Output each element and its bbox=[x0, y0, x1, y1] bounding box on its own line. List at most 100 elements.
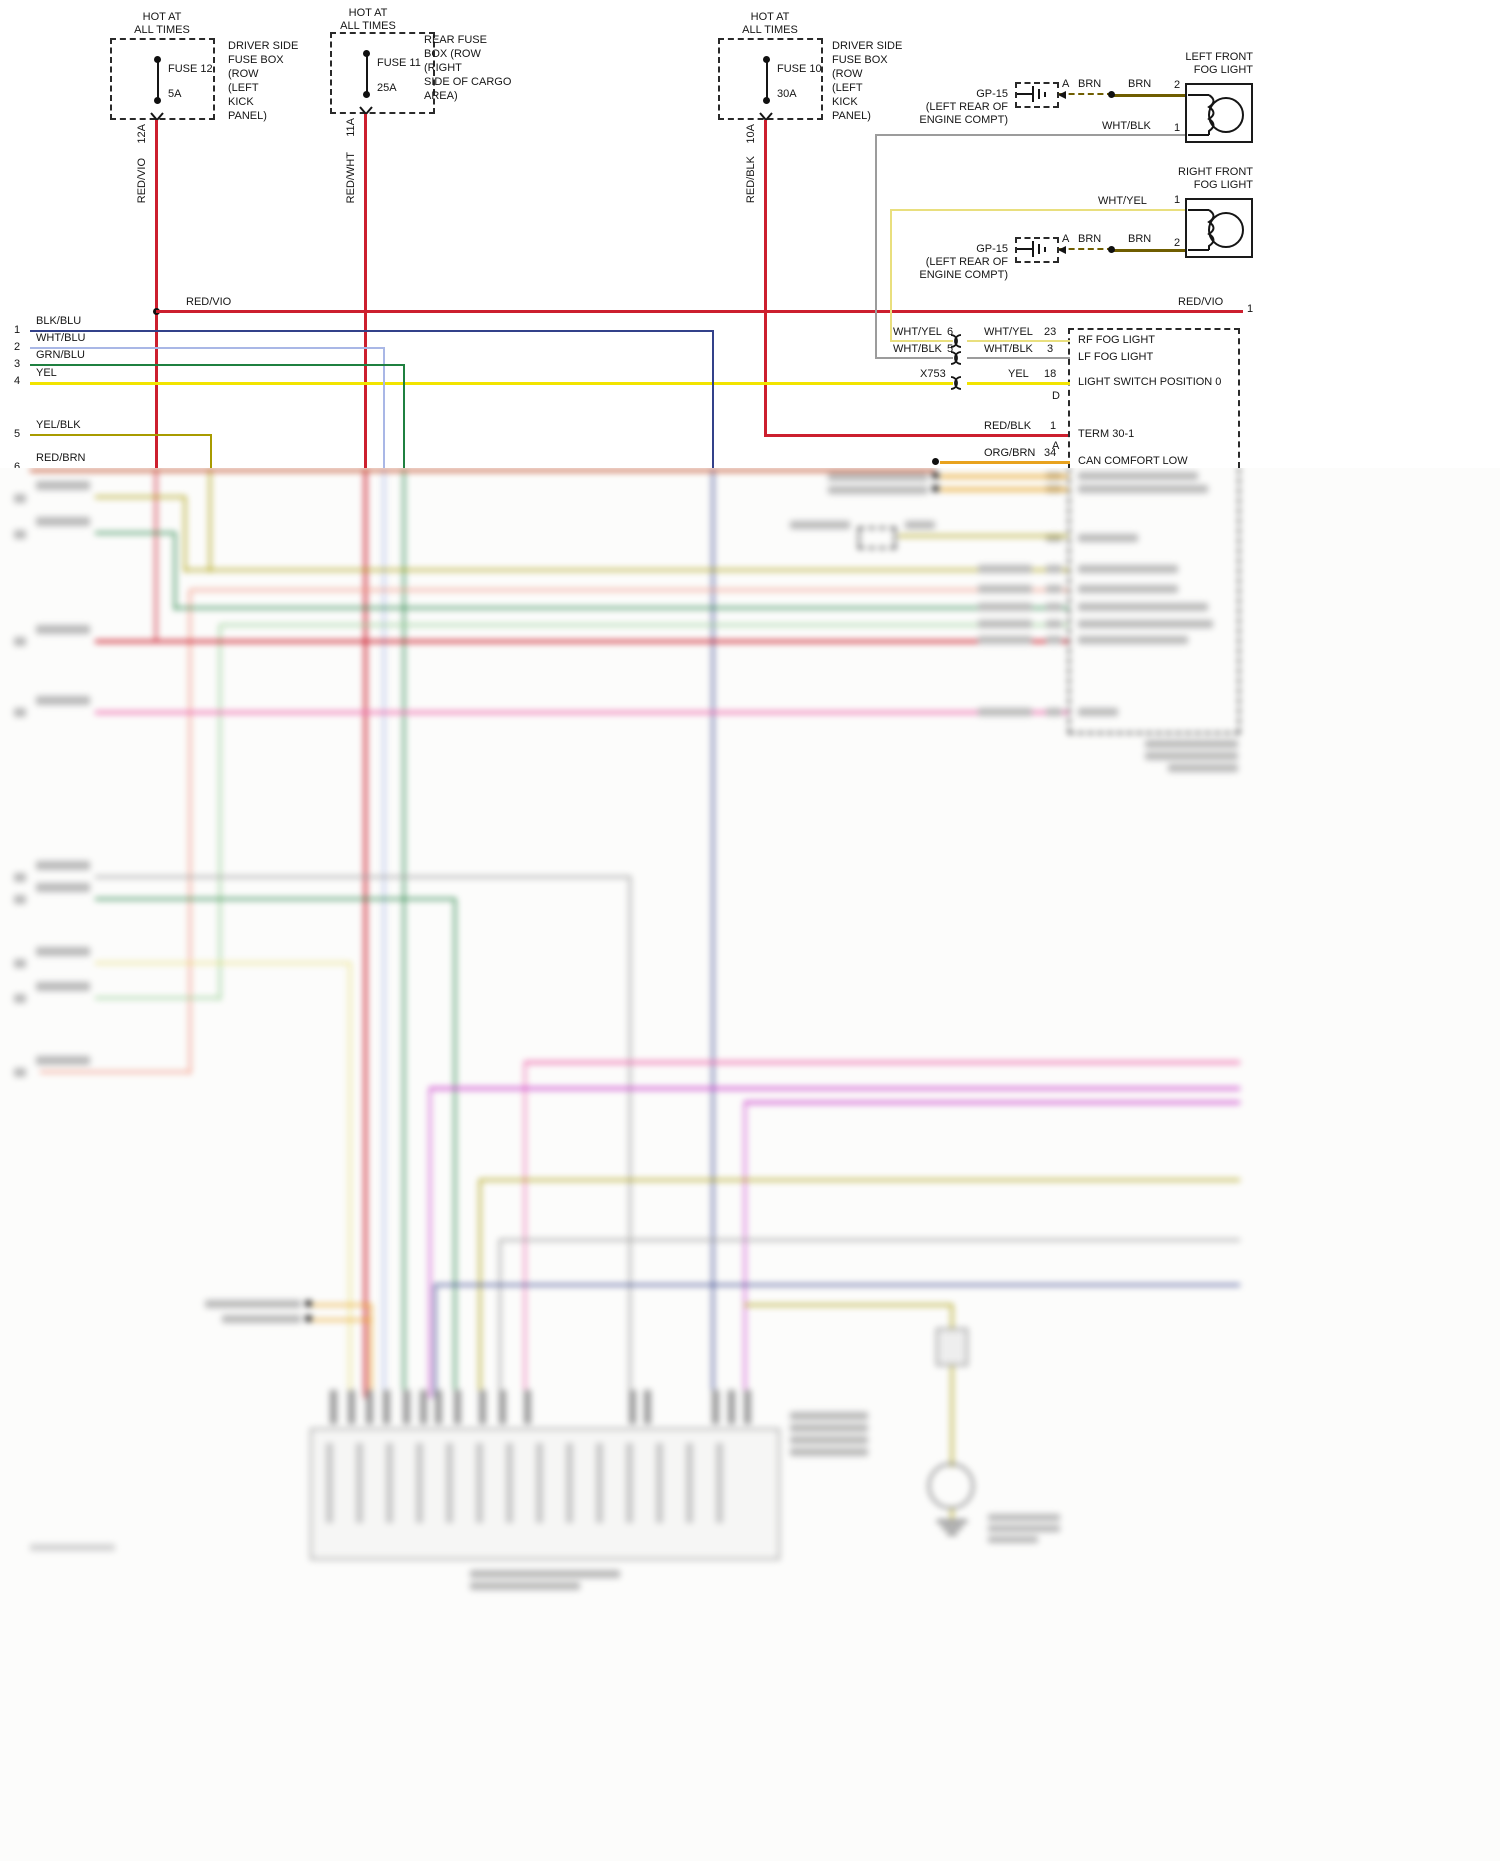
splice-dot bbox=[932, 472, 939, 479]
pin-number: 3 bbox=[1047, 343, 1054, 355]
row-number: 5 bbox=[14, 428, 21, 440]
blurred-row-number bbox=[14, 708, 26, 717]
inline-connector-icon bbox=[950, 351, 962, 365]
blurred-text bbox=[1078, 603, 1208, 611]
blurred-text bbox=[978, 636, 1032, 644]
blurred-wire bbox=[349, 963, 351, 1398]
blurred-wire bbox=[30, 469, 935, 472]
wire-label: YEL bbox=[36, 367, 57, 379]
blurred-module-box bbox=[310, 1428, 780, 1560]
blurred-pin bbox=[1046, 534, 1062, 542]
arrow-left-icon bbox=[1058, 246, 1066, 254]
wire-wht-blk-vertical bbox=[875, 134, 877, 359]
blurred-wire bbox=[312, 1304, 372, 1306]
blurred-connector bbox=[936, 1328, 968, 1366]
ground-name: GP-15 bbox=[976, 243, 1008, 255]
wire-wht-yel-vertical bbox=[890, 209, 892, 342]
fog-light-title: LEFT FRONT bbox=[1185, 51, 1253, 63]
fuse-amps: 5A bbox=[168, 88, 182, 100]
splice-dot bbox=[305, 1300, 312, 1307]
row-number: 1 bbox=[14, 324, 21, 336]
module-outline-left bbox=[1068, 328, 1070, 468]
fog-light-outline bbox=[1185, 198, 1253, 258]
wire-label: BRN bbox=[1128, 233, 1152, 245]
fog-light-title: FOG LIGHT bbox=[1193, 179, 1253, 191]
blurred-wire bbox=[155, 468, 157, 643]
ground-symbol bbox=[1038, 89, 1040, 99]
wire-label: WHT/YEL bbox=[1098, 195, 1147, 207]
fog-lamp-icon bbox=[1188, 209, 1244, 251]
fuse-desc: PANEL) bbox=[228, 110, 267, 122]
blurred-pin bbox=[1046, 603, 1062, 611]
wire-label: RED/VIO bbox=[1178, 296, 1224, 308]
row-number: 2 bbox=[14, 341, 21, 353]
wire-wht-blk bbox=[967, 357, 1070, 359]
fuse-desc: (LEFT bbox=[832, 82, 863, 94]
arrow-left-icon bbox=[1058, 91, 1066, 99]
blurred-text bbox=[470, 1582, 580, 1590]
blurred-connector-pin bbox=[728, 1390, 735, 1424]
fuse-name: FUSE 12 bbox=[168, 63, 213, 75]
ground-symbol bbox=[947, 1532, 957, 1535]
fuse-terminal-dot bbox=[763, 56, 770, 63]
wire-label: RED/WHT bbox=[345, 152, 357, 204]
blurred-pin bbox=[1046, 585, 1062, 593]
blurred-text bbox=[978, 565, 1032, 573]
blurred-row-number bbox=[14, 637, 26, 646]
wire-yel-blk-vertical bbox=[210, 434, 212, 468]
blurred-wire bbox=[629, 877, 631, 1398]
pin-number: 5 bbox=[947, 343, 954, 355]
ground-symbol bbox=[1032, 241, 1034, 257]
wire-label: BLK/BLU bbox=[36, 315, 82, 327]
blurred-pin bbox=[1046, 565, 1062, 573]
pin-number: 18 bbox=[1044, 368, 1057, 380]
blurred-content bbox=[0, 468, 1500, 1861]
blurred-text bbox=[978, 603, 1032, 611]
wire-grn-blu bbox=[30, 364, 405, 366]
blurred-wire bbox=[744, 1304, 953, 1306]
blurred-label bbox=[656, 1443, 663, 1523]
blurred-wire bbox=[951, 1305, 953, 1467]
module-pin-label: LF FOG LIGHT bbox=[1078, 351, 1154, 363]
blurred-text bbox=[1078, 485, 1208, 493]
blurred-wire bbox=[184, 497, 186, 572]
connector-name: X753 bbox=[920, 368, 946, 380]
fuse-name: FUSE 10 bbox=[777, 63, 822, 75]
blurred-connector-pin bbox=[435, 1390, 442, 1424]
blurred-connector-pin bbox=[712, 1390, 719, 1424]
blurred-text bbox=[36, 947, 90, 956]
module-pin-label: RF FOG LIGHT bbox=[1078, 334, 1155, 346]
module-pin-label: CAN COMFORT LOW bbox=[1078, 455, 1188, 467]
pin-number: 34 bbox=[1044, 447, 1057, 459]
splice-dot bbox=[932, 458, 939, 465]
blurred-wire bbox=[499, 1240, 501, 1398]
module-outline-right bbox=[1238, 328, 1240, 468]
blurred-text bbox=[36, 625, 90, 634]
wire-label: BRN bbox=[1078, 233, 1102, 245]
ground-symbol bbox=[1038, 244, 1040, 254]
blurred-text bbox=[1145, 752, 1238, 760]
pin-number: 1 bbox=[1174, 194, 1181, 206]
diagram-blurred-region bbox=[0, 468, 1500, 1861]
blurred-row-number bbox=[14, 494, 26, 503]
blurred-text bbox=[36, 481, 90, 490]
splice-dot bbox=[305, 1315, 312, 1322]
wire-label: WHT/BLK bbox=[1102, 120, 1151, 132]
blurred-text bbox=[222, 1315, 301, 1323]
fuse-desc: KICK bbox=[228, 96, 254, 108]
fuse-box-outline bbox=[718, 38, 823, 120]
blurred-wire bbox=[370, 1305, 372, 1398]
wire-blk-blu-vertical bbox=[712, 330, 714, 468]
ground-symbol bbox=[942, 1526, 962, 1529]
wire-label: RED/VIO bbox=[136, 158, 148, 204]
blurred-wire bbox=[429, 1088, 431, 1398]
wire-brn bbox=[1114, 94, 1185, 97]
blurred-connector-pin bbox=[454, 1390, 461, 1424]
blurred-watermark bbox=[30, 1544, 115, 1551]
blurred-connector-pin bbox=[744, 1390, 751, 1424]
blurred-connector-pin bbox=[479, 1390, 486, 1424]
splice-dot bbox=[1108, 246, 1115, 253]
wire-wht-yel bbox=[891, 340, 953, 342]
ground-connector-outline bbox=[1015, 237, 1059, 263]
wire-org-brn bbox=[940, 461, 1070, 464]
